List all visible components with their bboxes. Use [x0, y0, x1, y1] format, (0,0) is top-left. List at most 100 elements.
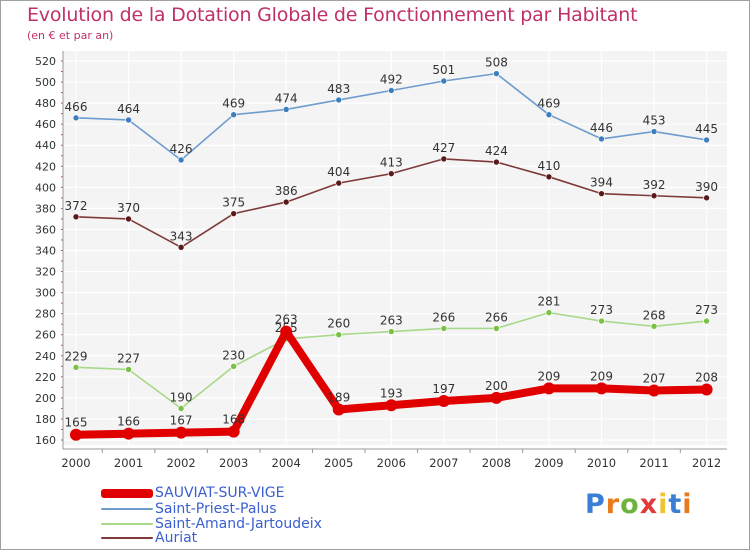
- chart-subtitle: (en € et par an): [27, 29, 114, 42]
- data-label-saint-priest-palus: 501: [432, 63, 455, 77]
- data-label-saint-priest-palus: 426: [170, 142, 193, 156]
- y-tick-label: 480: [35, 97, 56, 110]
- y-minor-tick: [61, 260, 63, 262]
- chart-title: Evolution de la Dotation Globale de Fonc…: [27, 4, 638, 26]
- x-tick-label: 2009: [534, 456, 563, 470]
- x-tick-label: 2011: [639, 456, 668, 470]
- data-point-auriat: [282, 198, 290, 206]
- y-tick-label: 200: [35, 392, 56, 405]
- data-label-auriat: 394: [590, 176, 613, 190]
- data-label-sauviat-sur-vige: 200: [485, 379, 508, 393]
- legend-swatch-saint-amand: [101, 523, 153, 525]
- data-point-saint-priest-palus: [177, 156, 185, 164]
- data-label-sauviat-sur-vige: 207: [643, 372, 666, 386]
- y-minor-tick: [61, 239, 63, 241]
- data-label-saint-priest-palus: 445: [695, 122, 718, 136]
- y-minor-tick: [61, 155, 63, 157]
- data-point-saint-amand-jartoudeix: [703, 317, 710, 325]
- data-point-saint-priest-palus: [387, 87, 395, 94]
- x-tick-label: 2008: [482, 456, 511, 470]
- data-point-saint-amand-jartoudeix: [125, 366, 132, 373]
- x-tick-label: 2010: [587, 456, 616, 470]
- y-minor-tick: [61, 123, 63, 125]
- data-label-saint-priest-palus: 483: [327, 82, 350, 96]
- data-label-saint-priest-palus: 446: [590, 121, 613, 135]
- y-minor-tick: [61, 292, 63, 294]
- y-minor-tick: [61, 386, 63, 388]
- x-tick-label: 2004: [272, 456, 301, 470]
- data-point-saint-amand-jartoudeix: [493, 325, 500, 332]
- legend-swatch-auriat: [101, 537, 153, 539]
- y-minor-tick: [61, 365, 63, 367]
- logo-letter: o: [620, 489, 640, 520]
- data-label-sauviat-sur-vige: 263: [275, 313, 298, 327]
- data-point-auriat: [387, 170, 395, 177]
- data-label-sauviat-sur-vige: 209: [537, 369, 560, 383]
- data-point-sauviat-sur-vige: [175, 426, 188, 439]
- logo-letter: x: [639, 489, 659, 520]
- data-point-auriat: [440, 155, 448, 163]
- data-label-saint-amand-jartoudeix: 227: [117, 351, 140, 365]
- y-minor-tick: [61, 60, 63, 62]
- y-minor-tick: [61, 92, 63, 94]
- data-point-sauviat-sur-vige: [227, 425, 240, 438]
- data-point-auriat: [650, 192, 658, 200]
- y-minor-tick: [61, 228, 63, 230]
- data-label-saint-priest-palus: 469: [222, 97, 245, 111]
- x-tick-label: 2002: [166, 456, 195, 470]
- data-point-saint-priest-palus: [230, 111, 237, 118]
- data-point-saint-priest-palus: [440, 77, 448, 85]
- data-label-saint-amand-jartoudeix: 190: [170, 390, 193, 404]
- data-label-auriat: 392: [643, 178, 666, 192]
- data-label-saint-priest-palus: 464: [117, 102, 140, 116]
- data-label-auriat: 390: [695, 180, 718, 194]
- y-tick-label: 160: [35, 434, 56, 447]
- y-minor-tick: [61, 134, 63, 136]
- legend-item-sauviat: SAUVIAT-SUR-VIGE: [101, 486, 284, 500]
- data-point-saint-priest-palus: [703, 136, 710, 144]
- data-label-sauviat-sur-vige: 189: [327, 390, 350, 404]
- data-label-saint-amand-jartoudeix: 266: [485, 310, 508, 324]
- y-minor-tick: [61, 113, 63, 115]
- y-tick-label: 180: [35, 413, 56, 426]
- data-point-auriat: [493, 158, 500, 166]
- data-point-auriat: [335, 179, 343, 187]
- data-label-auriat: 372: [65, 199, 88, 213]
- data-point-auriat: [230, 210, 237, 217]
- data-label-auriat: 424: [485, 144, 508, 158]
- y-tick-label: 420: [35, 160, 56, 173]
- data-label-saint-amand-jartoudeix: 260: [327, 317, 350, 331]
- data-point-sauviat-sur-vige: [542, 382, 555, 395]
- y-tick-label: 460: [35, 118, 56, 131]
- y-minor-tick: [61, 355, 63, 357]
- y-minor-tick: [61, 397, 63, 399]
- data-label-auriat: 343: [170, 229, 193, 243]
- legend-label-sauviat: SAUVIAT-SUR-VIGE: [155, 485, 285, 501]
- y-minor-tick: [61, 334, 63, 336]
- data-label-sauviat-sur-vige: 197: [432, 382, 455, 396]
- y-minor-tick: [61, 176, 63, 178]
- data-point-sauviat-sur-vige: [490, 391, 503, 404]
- data-point-saint-amand-jartoudeix: [335, 331, 343, 339]
- logo-letter: t: [668, 489, 683, 520]
- data-point-sauviat-sur-vige: [385, 399, 398, 412]
- data-label-saint-amand-jartoudeix: 230: [222, 348, 245, 362]
- data-point-saint-priest-palus: [335, 96, 343, 104]
- plot-area: [63, 51, 727, 445]
- x-tick-label: 2005: [324, 456, 353, 470]
- x-tick-label: 2006: [377, 456, 406, 470]
- y-tick-label: 400: [35, 181, 56, 194]
- y-minor-tick: [61, 376, 63, 378]
- y-minor-tick: [61, 71, 63, 73]
- data-point-auriat: [72, 213, 80, 221]
- y-minor-tick: [61, 186, 63, 188]
- data-label-sauviat-sur-vige: 165: [65, 416, 88, 430]
- legend-label-saint-priest: Saint-Priest-Palus: [155, 501, 277, 517]
- logo-letter: r: [605, 489, 621, 520]
- x-tick-label: 2003: [219, 456, 248, 470]
- legend-label-auriat: Auriat: [155, 530, 198, 546]
- data-point-auriat: [177, 244, 185, 251]
- y-minor-tick: [61, 197, 63, 199]
- data-point-saint-priest-palus: [598, 135, 605, 143]
